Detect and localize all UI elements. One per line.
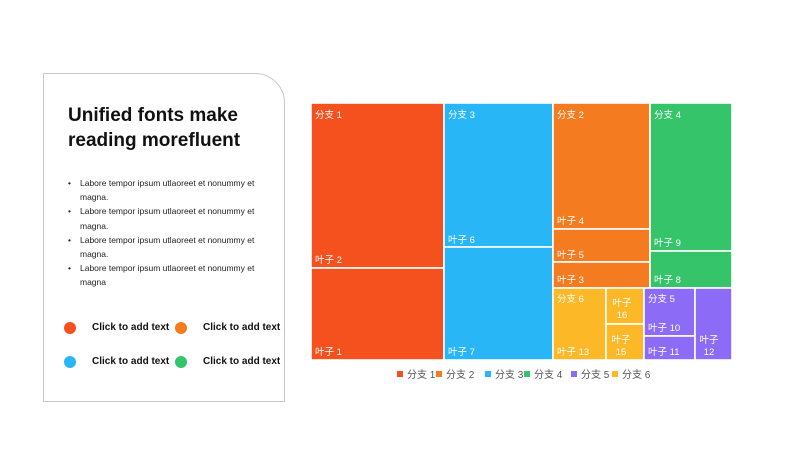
bullet-item: Labore tempor ipsum utlaoreet et nonummy… xyxy=(68,233,268,261)
legend-swatch xyxy=(571,371,577,377)
leaf-cell xyxy=(643,287,696,337)
legend-swatch xyxy=(485,371,491,377)
panel-title: Unified fonts make reading morefluent xyxy=(68,105,241,151)
leaf-label: 叶子 6 xyxy=(448,235,475,246)
leaf-cell xyxy=(649,102,733,252)
legend-dot xyxy=(175,356,187,368)
leaf-cell xyxy=(552,102,651,230)
bullet-list: Labore tempor ipsum utlaoreet et nonummy… xyxy=(68,176,268,290)
leaf-cell xyxy=(694,287,733,361)
branch-label: 分支 5 xyxy=(648,293,675,305)
leaf-label: 叶子 7 xyxy=(448,347,475,358)
leaf-label: 叶子 9 xyxy=(654,238,681,249)
legend-swatch xyxy=(524,371,530,377)
leaf-cell xyxy=(643,335,696,361)
legend-text[interactable]: Click to add text xyxy=(203,356,281,367)
leaf-cell xyxy=(310,102,445,269)
legend-label: 分支 1 xyxy=(407,369,436,381)
leaf-cell xyxy=(649,250,733,289)
legend-swatch xyxy=(397,371,403,377)
leaf-cell xyxy=(443,246,554,361)
bullet-item: Labore tempor ipsum utlaoreet et nonummy… xyxy=(68,261,268,289)
legend-label: 分支 2 xyxy=(446,369,475,381)
legend-dot xyxy=(64,356,76,368)
leaf-cell xyxy=(552,287,607,361)
leaf-label: 叶子 5 xyxy=(557,250,584,261)
leaf-label: 叶子 11 xyxy=(648,347,680,358)
legend-swatch xyxy=(612,371,618,377)
leaf-cell xyxy=(605,323,645,361)
legend-dot xyxy=(175,322,187,334)
legend-text[interactable]: Click to add text xyxy=(203,322,281,333)
leaf-label: 叶子 13 xyxy=(557,347,589,358)
legend-label: 分支 6 xyxy=(622,369,651,381)
leaf-label: 叶子 10 xyxy=(648,323,680,334)
branch-label: 分支 6 xyxy=(557,293,584,305)
leaf-label: 叶子 16 xyxy=(612,298,632,321)
leaf-cell xyxy=(443,102,554,248)
legend-text[interactable]: Click to add text xyxy=(92,322,170,333)
leaf-label: 叶子 2 xyxy=(315,255,342,266)
legend-label: 分支 3 xyxy=(495,369,524,381)
leaf-label: 叶子 8 xyxy=(654,275,681,286)
legend-label: 分支 4 xyxy=(534,369,563,381)
legend-dot xyxy=(64,322,76,334)
leaf-cell xyxy=(552,261,651,289)
legend-text[interactable]: Click to add text xyxy=(92,356,170,367)
bullet-item: Labore tempor ipsum utlaoreet et nonummy… xyxy=(68,204,268,232)
leaf-cell xyxy=(552,228,651,263)
branch-label: 分支 1 xyxy=(315,109,342,121)
legend-swatch xyxy=(436,371,442,377)
legend-label: 分支 5 xyxy=(581,369,610,381)
leaf-label: 叶子 12 xyxy=(699,335,719,358)
leaf-label: 叶子 1 xyxy=(315,347,342,358)
branch-label: 分支 3 xyxy=(448,109,475,121)
leaf-label: 叶子 15 xyxy=(611,335,631,358)
leaf-label: 叶子 4 xyxy=(557,216,584,227)
branch-label: 分支 2 xyxy=(557,109,584,121)
bullet-item: Labore tempor ipsum utlaoreet et nonummy… xyxy=(68,176,268,204)
leaf-label: 叶子 3 xyxy=(557,275,584,286)
branch-label: 分支 4 xyxy=(654,109,681,121)
